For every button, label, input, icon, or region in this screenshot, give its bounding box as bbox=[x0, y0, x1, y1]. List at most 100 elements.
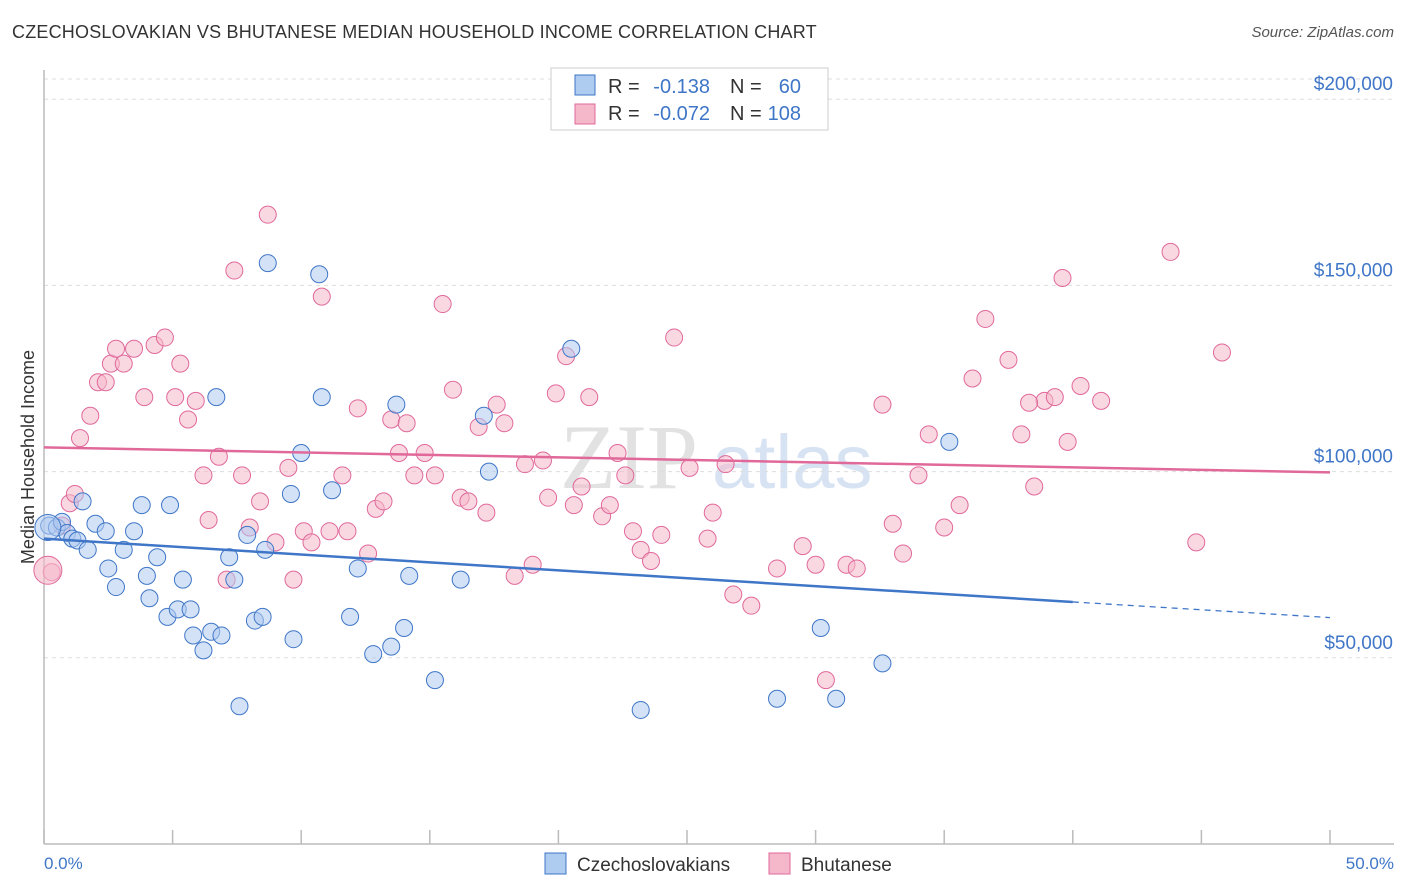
legend-r-label-pink: R = bbox=[608, 103, 640, 125]
data-point-czechoslovakians bbox=[225, 570, 244, 589]
data-point-bhutanese bbox=[135, 388, 154, 407]
data-point-bhutanese bbox=[572, 477, 591, 496]
data-point-czechoslovakians bbox=[281, 484, 300, 503]
legend-n-label-blue: N = bbox=[730, 76, 762, 98]
x-tick-label-max: 50.0% bbox=[1346, 854, 1394, 873]
data-point-czechoslovakians bbox=[940, 432, 959, 451]
data-point-bhutanese bbox=[641, 551, 660, 570]
data-point-bhutanese bbox=[166, 388, 185, 407]
data-point-bhutanese bbox=[179, 410, 198, 429]
data-point-czechoslovakians bbox=[73, 492, 92, 511]
data-point-bhutanese bbox=[1161, 242, 1180, 261]
data-point-bhutanese bbox=[950, 496, 969, 515]
data-point-bhutanese bbox=[114, 354, 133, 373]
data-point-czechoslovakians bbox=[451, 570, 470, 589]
correlation-legend: R = -0.138 N = 60 R = -0.072 N = 108 bbox=[550, 67, 829, 131]
data-point-czechoslovakians bbox=[474, 406, 493, 425]
data-point-bhutanese bbox=[533, 451, 552, 470]
bottom-legend-swatch-czechoslovakians bbox=[544, 852, 567, 875]
data-point-bhutanese bbox=[96, 373, 115, 392]
data-point-bhutanese bbox=[33, 555, 63, 585]
data-point-bhutanese bbox=[258, 205, 277, 224]
data-point-bhutanese bbox=[909, 466, 928, 485]
data-point-bhutanese bbox=[631, 540, 650, 559]
data-point-bhutanese bbox=[1020, 393, 1039, 412]
data-point-czechoslovakians bbox=[341, 607, 360, 626]
data-point-czechoslovakians bbox=[220, 548, 239, 567]
x-tick-marks bbox=[43, 830, 1331, 844]
trend-line-bhutanese bbox=[43, 446, 1331, 474]
data-point-bhutanese bbox=[600, 496, 619, 515]
data-point-czechoslovakians bbox=[395, 619, 414, 638]
trend-line-czechoslovakians bbox=[43, 537, 1073, 604]
series-bhutanese bbox=[33, 205, 1231, 690]
data-point-bhutanese bbox=[443, 380, 462, 399]
data-point-bhutanese bbox=[999, 350, 1018, 369]
data-point-bhutanese bbox=[333, 466, 352, 485]
data-point-bhutanese bbox=[459, 492, 478, 511]
data-point-bhutanese bbox=[186, 391, 205, 410]
data-point-bhutanese bbox=[873, 395, 892, 414]
y-axis-label: Median Household Income bbox=[18, 350, 38, 564]
data-point-bhutanese bbox=[194, 466, 213, 485]
y-tick-label: $150,000 bbox=[1314, 260, 1393, 281]
data-point-czechoslovakians bbox=[364, 645, 383, 664]
data-point-bhutanese bbox=[652, 525, 671, 544]
data-point-bhutanese bbox=[425, 466, 444, 485]
data-point-czechoslovakians bbox=[382, 637, 401, 656]
data-point-czechoslovakians bbox=[34, 513, 62, 541]
data-point-czechoslovakians bbox=[238, 525, 257, 544]
data-point-bhutanese bbox=[155, 328, 174, 347]
grid-lines bbox=[44, 78, 1394, 659]
data-point-bhutanese bbox=[209, 447, 228, 466]
data-point-czechoslovakians bbox=[873, 654, 892, 673]
data-point-bhutanese bbox=[233, 466, 252, 485]
data-point-bhutanese bbox=[768, 559, 787, 578]
source-label: Source: ZipAtlas.com bbox=[1251, 24, 1394, 41]
data-point-bhutanese bbox=[816, 671, 835, 690]
data-point-bhutanese bbox=[487, 395, 506, 414]
data-point-bhutanese bbox=[665, 328, 684, 347]
data-point-czechoslovakians bbox=[479, 462, 498, 481]
data-point-bhutanese bbox=[580, 388, 599, 407]
bottom-legend-swatch-bhutanese bbox=[768, 852, 791, 875]
data-point-czechoslovakians bbox=[284, 630, 303, 649]
x-tick-label-min: 0.0% bbox=[44, 854, 83, 873]
watermark: ZIP atlas bbox=[560, 406, 873, 508]
data-point-czechoslovakians bbox=[140, 589, 159, 608]
y-tick-label: $50,000 bbox=[1324, 633, 1393, 654]
data-point-bhutanese bbox=[338, 522, 357, 541]
data-point-czechoslovakians bbox=[132, 496, 151, 515]
data-point-bhutanese bbox=[539, 488, 558, 507]
data-point-bhutanese bbox=[415, 444, 434, 462]
data-point-bhutanese bbox=[1053, 268, 1072, 287]
data-point-bhutanese bbox=[1071, 376, 1090, 395]
legend-n-value-pink: 108 bbox=[768, 103, 801, 125]
data-point-czechoslovakians bbox=[96, 522, 115, 541]
y-tick-label: $200,000 bbox=[1314, 74, 1393, 95]
data-point-czechoslovakians bbox=[323, 481, 342, 500]
data-point-bhutanese bbox=[623, 522, 642, 541]
data-point-czechoslovakians bbox=[348, 559, 367, 578]
data-point-bhutanese bbox=[680, 458, 699, 477]
data-point-czechoslovakians bbox=[184, 626, 203, 645]
legend-n-label-pink: N = bbox=[730, 103, 762, 125]
y-tick-label: $100,000 bbox=[1314, 447, 1393, 468]
data-point-bhutanese bbox=[1045, 388, 1064, 407]
data-point-czechoslovakians bbox=[562, 339, 581, 358]
data-point-czechoslovakians bbox=[230, 697, 249, 716]
bottom-legend-label-bhutanese: Bhutanese bbox=[801, 855, 892, 876]
data-point-bhutanese bbox=[1212, 343, 1231, 362]
data-point-bhutanese bbox=[515, 455, 534, 474]
legend-r-value-pink: -0.072 bbox=[653, 103, 710, 125]
data-point-czechoslovakians bbox=[137, 566, 156, 585]
data-point-bhutanese bbox=[935, 518, 954, 537]
data-point-czechoslovakians bbox=[99, 559, 118, 578]
data-point-czechoslovakians bbox=[827, 689, 846, 708]
data-point-czechoslovakians bbox=[207, 388, 226, 407]
data-point-bhutanese bbox=[963, 369, 982, 388]
data-point-bhutanese bbox=[894, 544, 913, 563]
data-point-bhutanese bbox=[1025, 477, 1044, 496]
data-point-bhutanese bbox=[793, 537, 812, 556]
